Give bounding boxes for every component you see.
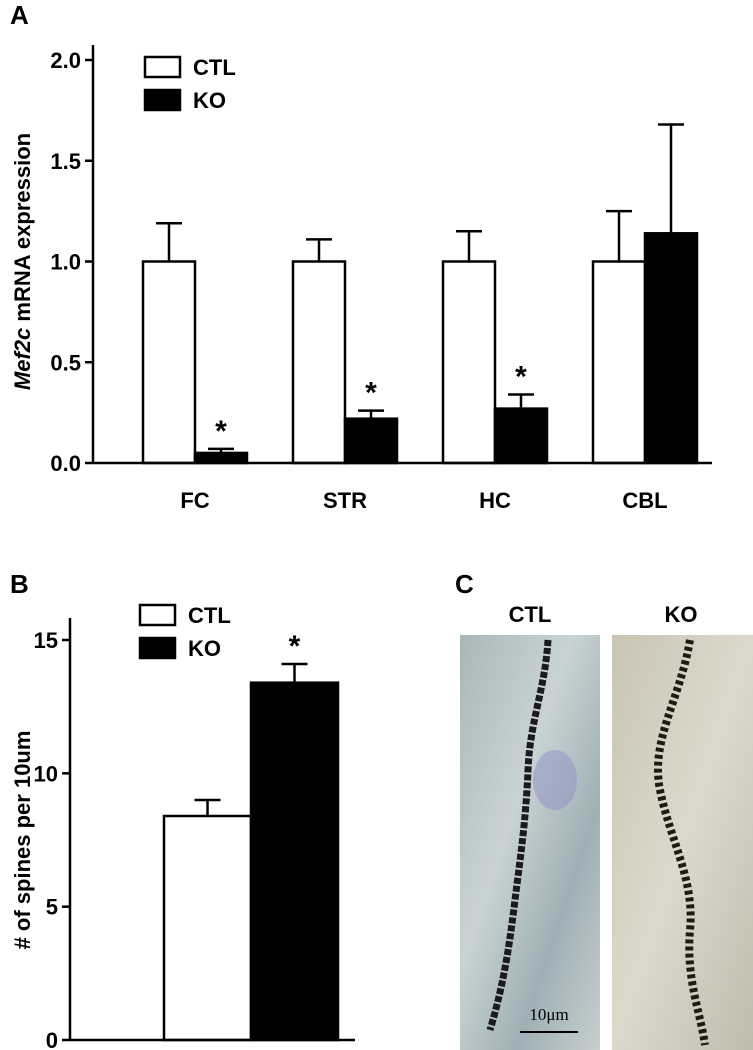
- panel-label: C: [455, 569, 474, 599]
- legend-label: CTL: [193, 55, 236, 80]
- bar: [162, 814, 253, 1042]
- bar: [193, 451, 249, 465]
- y-tick-label: 15: [34, 628, 58, 653]
- y-tick-label: 10: [34, 761, 58, 786]
- y-tick-label: 1.0: [50, 250, 81, 275]
- micrograph-panel: CTL KO 10μm: [460, 602, 753, 1050]
- micrograph: [460, 635, 600, 1050]
- stain-spot: [533, 750, 577, 810]
- y-axis-label: # of spines per 10um: [10, 731, 35, 950]
- legend-swatch: [138, 603, 177, 627]
- micrograph-label: KO: [665, 602, 698, 627]
- bar: [441, 260, 497, 465]
- dendrite: [654, 639, 709, 1046]
- y-tick-label: 2.0: [50, 48, 81, 73]
- x-tick-label: FC: [180, 488, 209, 513]
- panel-label: B: [10, 569, 29, 599]
- y-tick-label: 0.0: [50, 451, 81, 476]
- y-tick-label: 0.5: [50, 350, 81, 375]
- micrograph: [612, 635, 753, 1050]
- legend-swatch: [138, 636, 177, 660]
- legend-label: KO: [193, 88, 226, 113]
- significance-marker: *: [215, 415, 227, 448]
- panel-label: A: [10, 0, 29, 30]
- bar: [291, 260, 347, 465]
- legend-swatch: [143, 55, 182, 79]
- significance-marker: *: [289, 630, 301, 663]
- bar: [141, 260, 197, 465]
- y-axis-label-part: Mef2c: [10, 328, 35, 390]
- legend-swatch: [143, 88, 182, 112]
- x-tick-label: CBL: [622, 488, 667, 513]
- y-tick-label: 5: [46, 895, 58, 920]
- legend-label: CTL: [188, 603, 231, 628]
- significance-marker: *: [515, 360, 527, 393]
- y-tick-label: 0: [46, 1028, 58, 1050]
- y-tick-label: 1.5: [50, 149, 81, 174]
- scale-bar-label: 10μm: [529, 1005, 568, 1024]
- micrograph-label: CTL: [509, 602, 552, 627]
- x-tick-label: HC: [479, 488, 511, 513]
- dendrite: [486, 639, 552, 1032]
- y-axis-label: Mef2c mRNA expression: [10, 133, 35, 390]
- x-tick-label: STR: [323, 488, 367, 513]
- significance-marker: *: [365, 377, 377, 410]
- y-axis-label-part: mRNA expression: [10, 133, 35, 328]
- bar: [643, 232, 699, 465]
- bar: [343, 417, 399, 465]
- legend-label: KO: [188, 636, 221, 661]
- bar: [493, 407, 549, 465]
- bar: [249, 681, 340, 1042]
- bar: [591, 260, 647, 465]
